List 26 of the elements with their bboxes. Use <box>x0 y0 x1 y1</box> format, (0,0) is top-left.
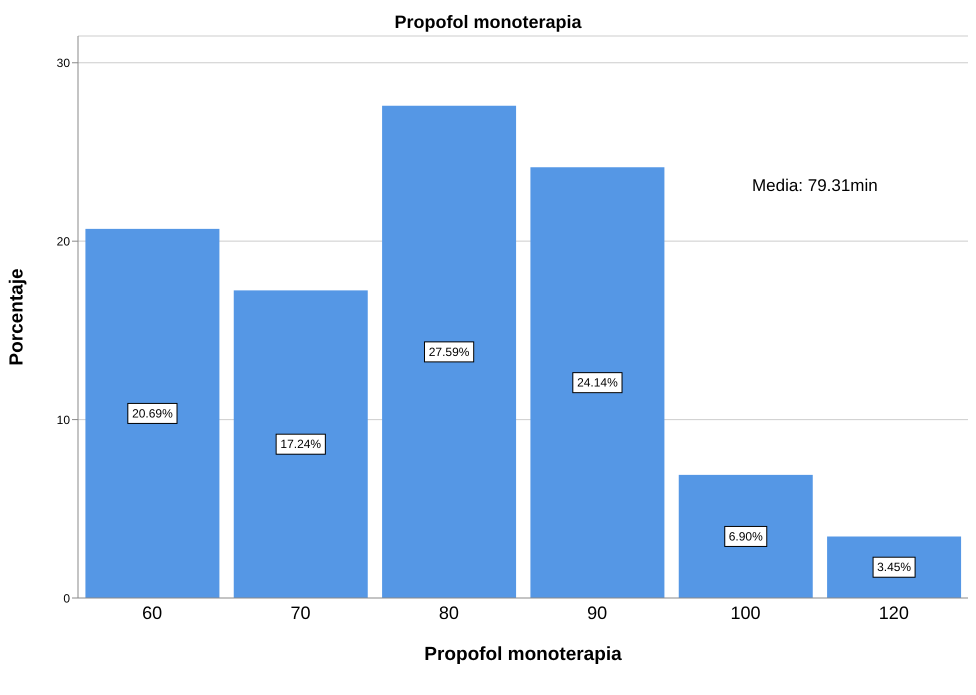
data-label: 17.24% <box>280 437 322 452</box>
annotation: Media: 79.31min <box>752 176 878 196</box>
data-label: 27.59% <box>428 344 470 359</box>
data-label: 24.14% <box>577 376 618 390</box>
y-tick-label: 30 <box>56 56 70 70</box>
x-tick-label: 70 <box>290 602 311 623</box>
y-tick-label: 10 <box>56 412 70 427</box>
bar <box>382 106 516 598</box>
bar <box>678 474 813 598</box>
bar <box>85 228 220 598</box>
bar <box>827 536 962 598</box>
x-axis-title: Propofol monoterapia <box>424 644 622 665</box>
x-tick-label: 120 <box>878 602 909 623</box>
chart-title: Propofol monoterapia <box>393 12 583 33</box>
x-tick-label: 90 <box>587 602 608 623</box>
y-tick-label: 20 <box>56 234 70 248</box>
data-label: 3.45% <box>877 560 912 574</box>
x-tick-label: 80 <box>438 602 459 623</box>
y-axis-title: Porcentaje <box>6 268 28 366</box>
x-tick-label: 60 <box>142 602 162 623</box>
bar <box>530 167 664 598</box>
data-label: 6.90% <box>728 529 764 544</box>
bar <box>234 290 368 598</box>
y-tick-label: 0 <box>63 591 70 606</box>
x-tick-label: 100 <box>730 602 761 623</box>
data-label: 20.69% <box>132 406 174 420</box>
